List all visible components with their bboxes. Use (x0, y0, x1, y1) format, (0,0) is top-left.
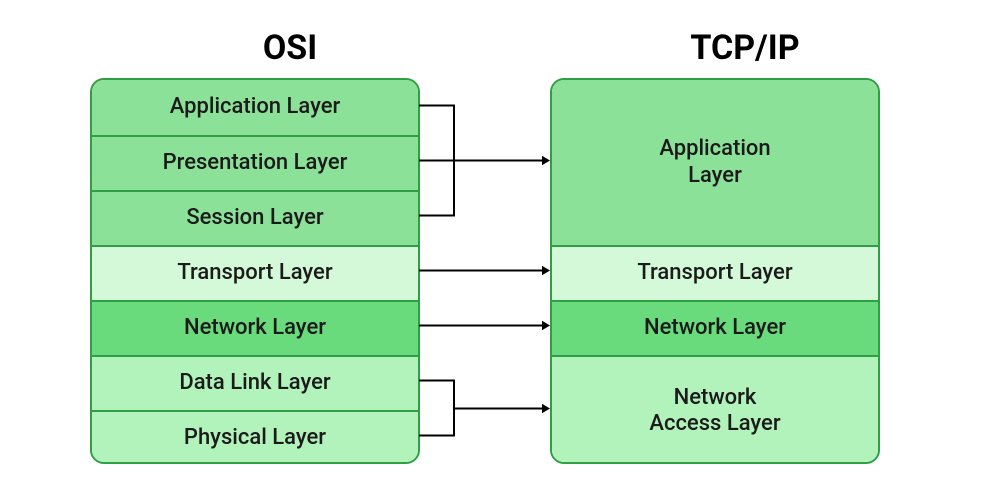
layer-cell: Transport Layer (552, 245, 878, 300)
osi-stack: Application LayerPresentation LayerSessi… (90, 78, 420, 464)
layer-cell: Network Layer (552, 300, 878, 355)
layer-cell: Transport Layer (92, 245, 418, 300)
layer-cell: Presentation Layer (92, 135, 418, 190)
layer-cell: Application Layer (92, 80, 418, 135)
layer-cell: Application Layer (552, 80, 878, 245)
layer-cell: Session Layer (92, 190, 418, 245)
tcpip-heading: TCP/IP (655, 28, 835, 68)
tcpip-stack: Application LayerTransport LayerNetwork … (550, 78, 880, 464)
layer-cell: Network Layer (92, 300, 418, 355)
layer-cell: Network Access Layer (552, 355, 878, 464)
osi-heading: OSI (230, 28, 350, 68)
diagram-canvas: OSI TCP/IP Application LayerPresentation… (0, 0, 1000, 500)
layer-cell: Data Link Layer (92, 355, 418, 410)
layer-cell: Physical Layer (92, 410, 418, 464)
